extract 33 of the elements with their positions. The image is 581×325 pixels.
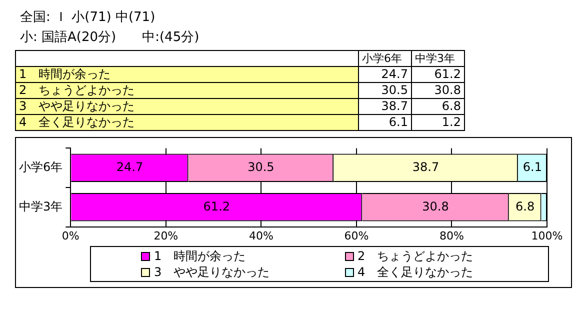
text: 1 時間が余った	[16, 66, 358, 82]
x-tick-label: 100%	[531, 229, 563, 242]
data-label: 24.7	[116, 160, 144, 174]
data-label: 6.8	[412, 98, 464, 114]
legend-label: 3 やや足りなかった	[154, 264, 270, 280]
legend-label: 4 全く足りなかった	[358, 264, 474, 280]
data-label: 24.7	[358, 66, 412, 82]
data-label: 30.8	[422, 199, 449, 214]
data-label: 30.5	[358, 82, 412, 98]
data-label: 6.1	[522, 160, 542, 174]
data-label: 6.1	[358, 114, 412, 130]
data-label: 38.7	[412, 160, 440, 174]
text: 全国: Ｉ 小(71) 中(71)	[19, 9, 156, 27]
x-tick-label: 60%	[344, 229, 369, 242]
legend-label: 1 時間が余った	[154, 248, 246, 264]
x-tick-label: 80%	[440, 229, 464, 242]
data-label: 30.8	[412, 82, 464, 98]
data-label: 1.2	[412, 114, 464, 130]
legend-label: 2 ちょうどよかった	[358, 248, 474, 264]
text: 2 ちょうどよかった	[16, 82, 358, 98]
data-label: 61.2	[203, 199, 230, 214]
data-label: 30.5	[248, 160, 274, 174]
data-label: 38.7	[358, 98, 412, 114]
x-tick-label: 20%	[154, 229, 178, 242]
text: 4 全く足りなかった	[16, 114, 358, 130]
data-label: 61.2	[412, 66, 464, 82]
category-label: 中学3年	[412, 50, 464, 66]
x-tick-label: 40%	[248, 229, 274, 242]
data-label: 6.8	[516, 199, 535, 214]
text: 小: 国語A(20分) 中:(45分)	[19, 29, 200, 47]
x-tick-label: 0%	[62, 229, 80, 242]
category-label: 小学6年	[358, 50, 412, 66]
text: 3 やや足りなかった	[16, 98, 358, 114]
